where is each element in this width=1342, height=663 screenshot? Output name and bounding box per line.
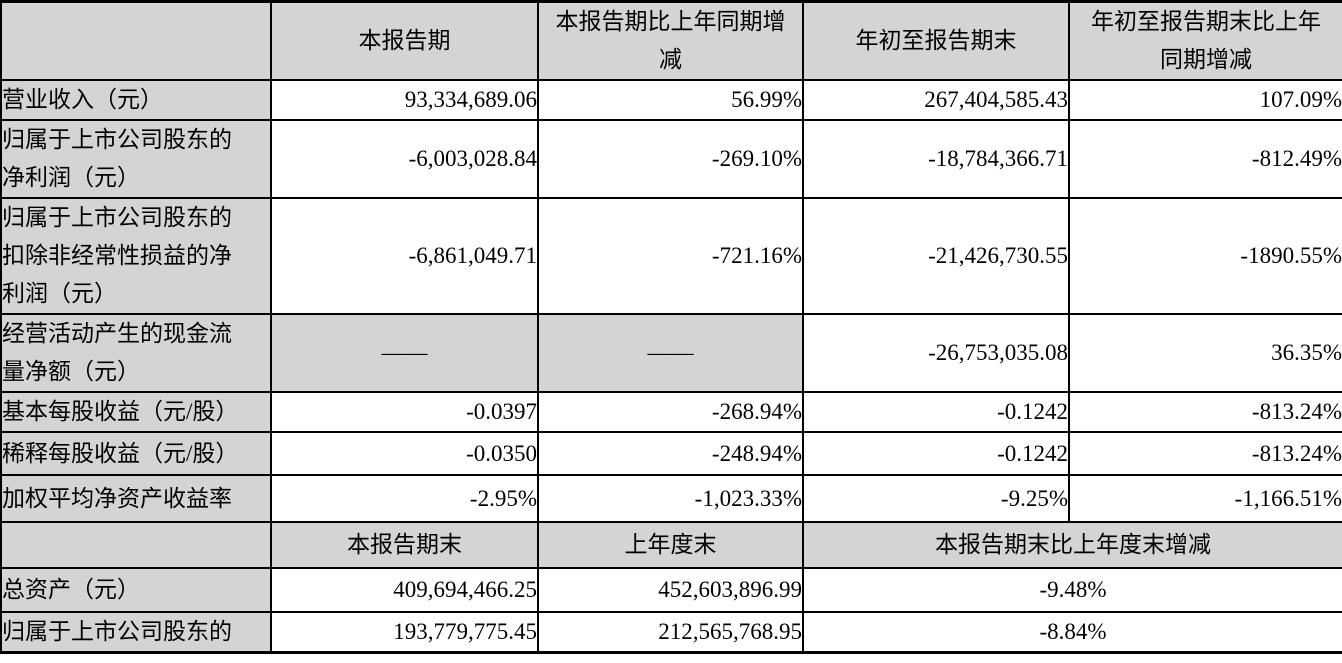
value-cell: -21,426,730.55	[802, 197, 1070, 315]
value-cell: 193,779,775.45	[270, 611, 539, 654]
row-operating-revenue: 营业收入（元） 93,334,689.06 56.99% 267,404,585…	[0, 79, 1342, 121]
col-header-current-period: 本报告期	[270, 0, 539, 81]
value-cell: -269.10%	[537, 119, 804, 199]
value-cell: -9.48%	[802, 567, 1342, 613]
value-cell: -6,003,028.84	[270, 119, 539, 199]
row-label: 总资产（元）	[0, 567, 272, 613]
col-header-ytd: 年初至报告期末	[802, 0, 1070, 81]
value-cell: -0.1242	[802, 431, 1070, 476]
row-diluted-eps: 稀释每股收益（元/股） -0.0350 -248.94% -0.1242 -81…	[0, 431, 1342, 476]
value-cell: 409,694,466.25	[270, 567, 539, 613]
value-cell: -813.24%	[1068, 431, 1342, 476]
col-header-change-vs-prior-year-end: 本报告期末比上年度末增减	[802, 521, 1342, 569]
value-cell: -9.25%	[802, 474, 1070, 523]
value-cell: -1890.55%	[1068, 197, 1342, 315]
value-cell: -8.84%	[802, 611, 1342, 654]
row-label: 归属于上市公司股东的 净利润（元）	[0, 119, 272, 199]
value-cell: -248.94%	[537, 431, 804, 476]
col-header-ytd-vs-prior: 年初至报告期末比上年 同期增减	[1068, 0, 1342, 81]
value-cell: 107.09%	[1068, 79, 1342, 121]
row-label: 加权平均净资产收益率	[0, 474, 272, 523]
value-cell: -26,753,035.08	[802, 313, 1070, 393]
row-label: 营业收入（元）	[0, 79, 272, 121]
value-cell: -0.1242	[802, 391, 1070, 433]
value-cell: -813.24%	[1068, 391, 1342, 433]
value-cell: 452,603,896.99	[537, 567, 804, 613]
empty-dash-cell: ——	[537, 313, 804, 393]
value-cell: 93,334,689.06	[270, 79, 539, 121]
row-equity-attributable-to-shareholders: 归属于上市公司股东的 193,779,775.45 212,565,768.95…	[0, 611, 1342, 654]
value-cell: 212,565,768.95	[537, 611, 804, 654]
value-cell: -1,166.51%	[1068, 474, 1342, 523]
value-cell: -6,861,049.71	[270, 197, 539, 315]
value-cell: -0.0397	[270, 391, 539, 433]
value-cell: 267,404,585.43	[802, 79, 1070, 121]
value-cell: -812.49%	[1068, 119, 1342, 199]
value-cell: -0.0350	[270, 431, 539, 476]
header-row-2: 本报告期末 上年度末 本报告期末比上年度末增减	[0, 521, 1342, 569]
row-total-assets: 总资产（元） 409,694,466.25 452,603,896.99 -9.…	[0, 567, 1342, 613]
corner-cell	[0, 521, 272, 569]
row-net-profit: 归属于上市公司股东的 净利润（元） -6,003,028.84 -269.10%…	[0, 119, 1342, 199]
col-header-end-of-prior-year: 上年度末	[537, 521, 804, 569]
row-label: 归属于上市公司股东的 扣除非经常性损益的净 利润（元）	[0, 197, 272, 315]
row-label: 经营活动产生的现金流 量净额（元）	[0, 313, 272, 393]
col-header-current-vs-prior: 本报告期比上年同期增 减	[537, 0, 804, 81]
row-weighted-avg-roe: 加权平均净资产收益率 -2.95% -1,023.33% -9.25% -1,1…	[0, 474, 1342, 523]
row-operating-cash-flow: 经营活动产生的现金流 量净额（元） —— —— -26,753,035.08 3…	[0, 313, 1342, 393]
empty-dash-cell: ——	[270, 313, 539, 393]
col-header-end-of-period: 本报告期末	[270, 521, 539, 569]
value-cell: 36.35%	[1068, 313, 1342, 393]
header-row-1: 本报告期 本报告期比上年同期增 减 年初至报告期末 年初至报告期末比上年 同期增…	[0, 0, 1342, 81]
row-label: 稀释每股收益（元/股）	[0, 431, 272, 476]
value-cell: -18,784,366.71	[802, 119, 1070, 199]
row-label: 归属于上市公司股东的	[0, 611, 272, 654]
value-cell: -1,023.33%	[537, 474, 804, 523]
row-basic-eps: 基本每股收益（元/股） -0.0397 -268.94% -0.1242 -81…	[0, 391, 1342, 433]
row-label: 基本每股收益（元/股）	[0, 391, 272, 433]
value-cell: -2.95%	[270, 474, 539, 523]
row-net-profit-excl-nonrecurring: 归属于上市公司股东的 扣除非经常性损益的净 利润（元） -6,861,049.7…	[0, 197, 1342, 315]
value-cell: 56.99%	[537, 79, 804, 121]
value-cell: -721.16%	[537, 197, 804, 315]
corner-cell	[0, 0, 272, 81]
value-cell: -268.94%	[537, 391, 804, 433]
